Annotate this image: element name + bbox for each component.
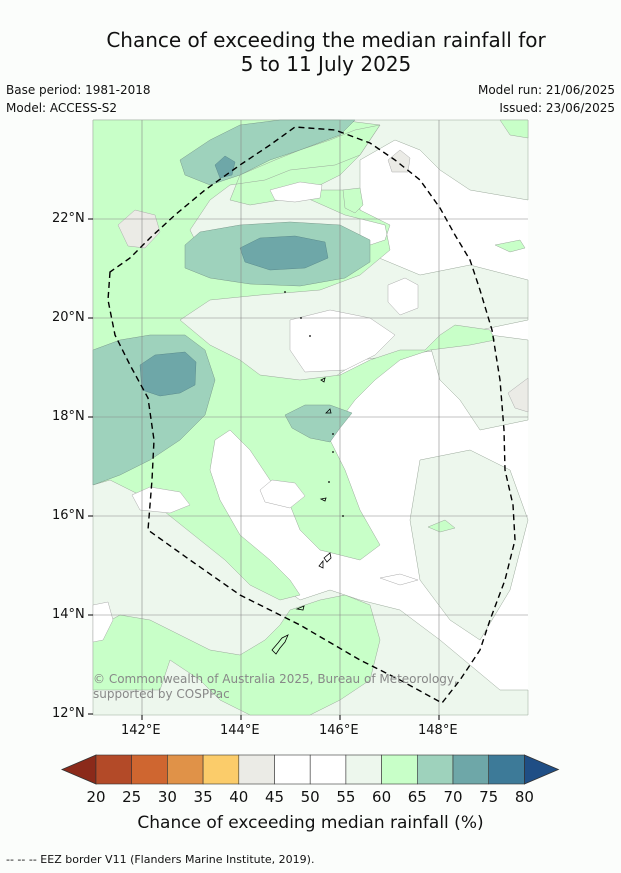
colorbar-segment [238,754,275,785]
eez-footnote: -- -- -- EEZ border V11 (Flanders Marine… [6,853,315,866]
colorbar-tick-label: 80 [514,788,534,806]
title-line-1: Chance of exceeding the median rainfall … [106,28,546,52]
colorbar-segment [167,754,204,785]
island-saipan [323,552,332,563]
contour-60-65-ne [499,119,529,139]
lat-label-20n: 20°N [52,310,85,325]
colorbar-segment [345,754,382,785]
island-pagan [325,408,332,414]
contour-60-65-east [494,239,526,253]
colorbar [60,754,560,785]
map-title: Chance of exceeding the median rainfall … [0,28,621,76]
contour-60-65-south [92,594,381,716]
contour-50-55-a [269,181,323,203]
issued-date: Issued: 23/06/2025 [499,101,615,115]
gridlines [93,120,528,715]
colorbar-tick-label: 20 [86,788,106,806]
colorbar-segment [95,754,133,785]
island-guam [271,634,289,655]
contour-50-55-f [387,277,419,316]
title-line-2: 5 to 11 July 2025 [240,52,412,76]
contour-40-45-east [507,377,529,413]
colorbar-segment [131,754,168,785]
small-islands [284,291,344,517]
meta-left: Base period: 1981-2018 Model: ACCESS-S2 [6,81,151,117]
model-run: Model run: 21/06/2025 [477,83,615,97]
lat-label-14n: 14°N [52,607,85,622]
colorbar-tick-label: 45 [264,788,285,806]
island-agrihan [320,377,326,383]
island-tinian [318,559,324,569]
lat-label-12n: 12°N [52,706,85,721]
contour-50-55-g [289,309,396,373]
lat-label-22n: 22°N [52,211,85,226]
eez-border [107,126,516,704]
colorbar-segment [488,754,525,785]
colorbar-tick-label: 35 [193,788,213,806]
colorbar-tick-label: 40 [229,788,249,806]
contour-60-65-se [427,519,456,533]
contour-50-55-c [131,486,191,514]
contour-70-75-center [239,235,329,271]
lon-label-148e: 148°E [418,723,458,738]
island-rota [295,605,305,611]
contour-50-55-b [259,479,306,509]
colorbar-arrow-high [524,754,560,785]
contour-60-65-mid [342,187,364,214]
lon-label-144e: 144°E [220,723,260,738]
colorbar-segment [202,754,240,785]
lat-label-18n: 18°N [52,409,85,424]
contour-50-55-d [379,573,419,586]
islands [271,377,332,655]
colorbar-segment [381,754,418,785]
contour-50-55-e [92,601,114,643]
colorbar-tick-label: 70 [443,788,463,806]
colorbar-segments [60,754,560,785]
island-anatahan [319,497,327,502]
contour-70-75-west [139,351,197,397]
colorbar-segment [416,754,454,785]
contour-70-75-north [214,155,236,179]
colorbar-segment [309,754,347,785]
lon-label-142e: 142°E [121,723,161,738]
colorbar-tick-label: 25 [122,788,142,806]
meta-right: Model run: 21/06/2025 Issued: 23/06/2025 [478,81,615,117]
colorbar-label: Chance of exceeding median rainfall (%) [137,813,484,833]
colorbar-tick-label: 55 [336,788,356,806]
axis-ticks [88,218,440,720]
model-name: Model: ACCESS-S2 [6,101,118,115]
copyright-notice: © Commonwealth of Australia 2025, Bureau… [93,672,458,701]
colorbar-tick-label: 50 [300,788,320,806]
colorbar-segment [274,754,311,785]
colorbar-tick-label: 60 [372,788,392,806]
colorbar-tick-label: 75 [479,788,499,806]
contour-40-45-ne [387,149,411,173]
base-period: Base period: 1981-2018 [6,83,151,97]
colorbar-tick-label: 65 [407,788,427,806]
colorbar-segment [452,754,490,785]
rainfall-map [88,119,529,720]
colorbar-arrow-low [60,754,97,785]
colorbar-tick-label: 30 [157,788,177,806]
lat-label-16n: 16°N [52,508,85,523]
contour-55-60-east [429,334,529,431]
lon-label-146e: 146°E [319,723,359,738]
